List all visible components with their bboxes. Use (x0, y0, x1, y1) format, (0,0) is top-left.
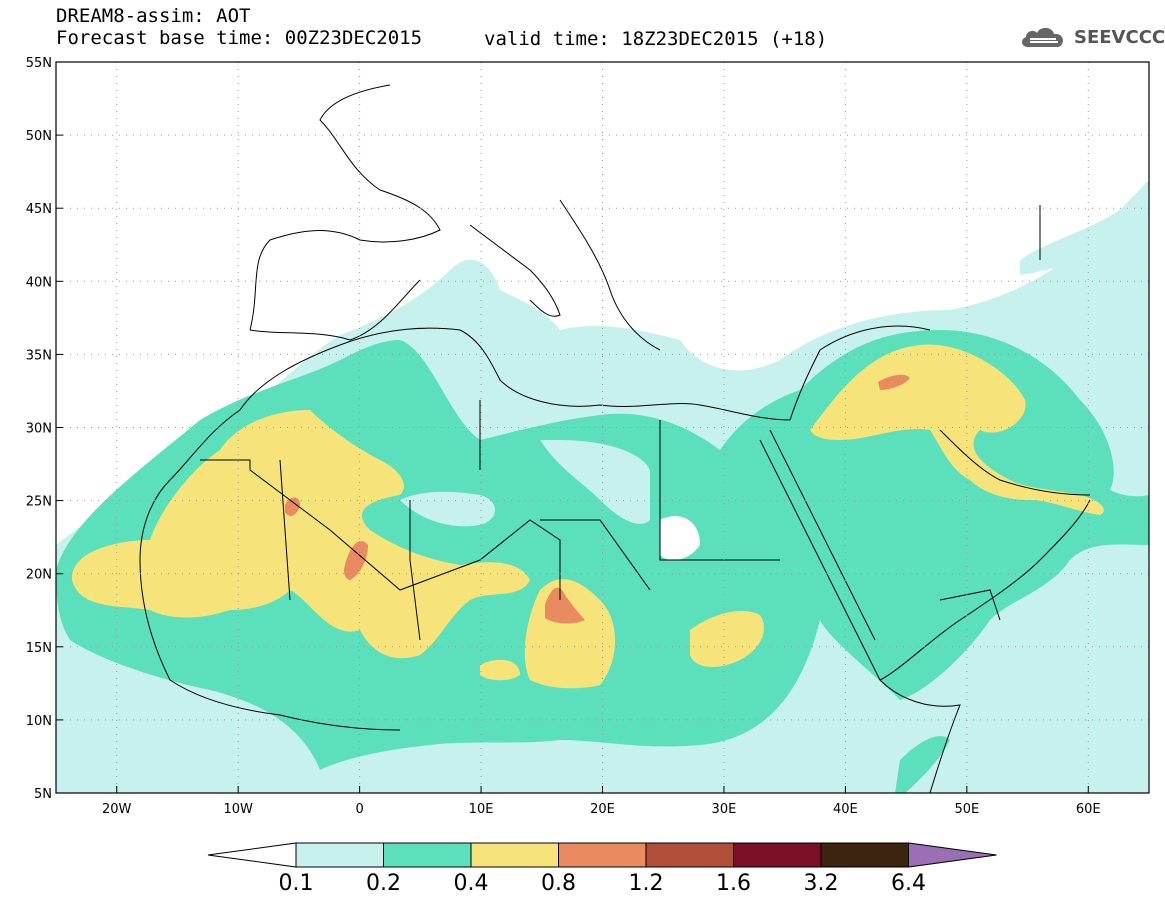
coastlines (139, 84, 1091, 793)
colorbar-label: 6.4 (891, 871, 926, 896)
forecast-base-time: Forecast base time: 00Z23DEC2015 (56, 27, 423, 49)
latitude-labels: 55N 50N 45N 40N 35N 30N 25N 20N 15N 10N 5N (26, 56, 63, 802)
logo-text: SEEVCCC (1074, 26, 1165, 48)
lon-label: 50E (954, 802, 979, 817)
lat-label: 25N (26, 495, 52, 510)
colorbar: 0.1 0.2 0.4 0.8 1.2 1.6 3.2 6.4 (207, 842, 997, 896)
colorbar-bin (733, 842, 822, 868)
lon-label: 10E (469, 802, 494, 817)
aot-contours (56, 180, 1149, 793)
seevccc-logo: SEEVCCC (1018, 22, 1165, 52)
lon-label: 60E (1076, 802, 1101, 817)
lat-label: 35N (26, 348, 52, 363)
colorbar-under-arrow (207, 842, 297, 868)
lat-label: 10N (26, 714, 52, 729)
colorbar-over-arrow (908, 842, 997, 868)
lat-label: 15N (26, 641, 52, 656)
colorbar-label: 1.6 (716, 871, 751, 896)
colorbar-bin (645, 842, 734, 868)
graticule (56, 62, 1149, 793)
lon-label: 20E (590, 802, 615, 817)
lon-label: 0 (355, 802, 363, 817)
lat-label: 55N (26, 56, 52, 71)
lat-label: 50N (26, 129, 52, 144)
colorbar-bin (470, 842, 559, 868)
lat-label: 20N (26, 568, 52, 583)
lat-label: 40N (26, 275, 52, 290)
colorbar-label: 1.2 (629, 871, 664, 896)
colorbar-label: 0.2 (366, 871, 401, 896)
valid-time: valid time: 18Z23DEC2015 (+18) (484, 28, 828, 50)
lon-label: 30E (712, 802, 737, 817)
lat-label: 5N (34, 787, 52, 802)
colorbar-label: 0.8 (541, 871, 576, 896)
aot-level-0.8 (285, 374, 910, 624)
colorbar-bin (820, 842, 909, 868)
cloud-icon (1022, 27, 1064, 47)
lon-label: 40E (833, 802, 858, 817)
colorbar-label: 3.2 (804, 871, 839, 896)
colorbar-label: 0.1 (279, 871, 314, 896)
lon-label: 10W (223, 802, 253, 817)
colorbar-bin (383, 842, 472, 868)
map-title: DREAM8-assim: AOT (56, 5, 251, 27)
colorbar-bin (295, 842, 384, 868)
colorbar-label: 0.4 (454, 871, 489, 896)
lat-label: 30N (26, 422, 52, 437)
lat-label: 45N (26, 202, 52, 217)
colorbar-bin (558, 842, 647, 868)
longitude-labels: 20W 10W 0 10E 20E 30E 40E 50E 60E (102, 786, 1101, 817)
lon-label: 20W (102, 802, 132, 817)
